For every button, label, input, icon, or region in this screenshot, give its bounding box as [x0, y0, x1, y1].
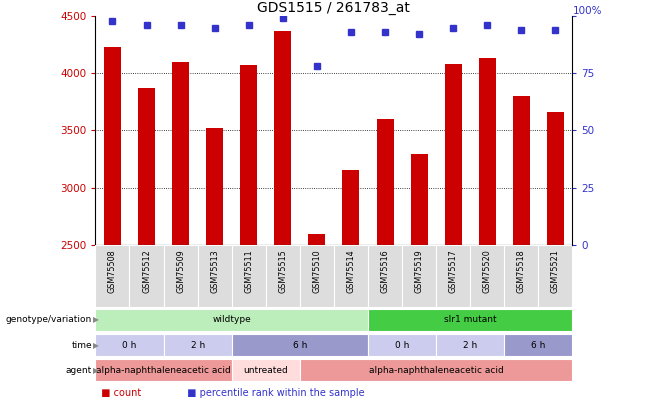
Bar	[368, 309, 572, 331]
Bar	[300, 359, 572, 382]
Bar	[547, 112, 564, 245]
Text: alpha-naphthaleneacetic acid: alpha-naphthaleneacetic acid	[368, 366, 503, 375]
Bar	[232, 245, 266, 307]
Text: ▶: ▶	[93, 315, 99, 324]
Bar	[436, 245, 470, 307]
Bar	[376, 119, 393, 245]
Text: GSM75515: GSM75515	[278, 249, 288, 293]
Text: time: time	[72, 341, 92, 350]
Text: ■ percentile rank within the sample: ■ percentile rank within the sample	[181, 388, 365, 398]
Title: GDS1515 / 261783_at: GDS1515 / 261783_at	[257, 1, 411, 15]
Text: GSM75512: GSM75512	[142, 249, 151, 293]
Bar	[95, 359, 232, 382]
Text: GSM75514: GSM75514	[347, 249, 355, 293]
Bar	[445, 64, 462, 245]
Text: GSM75513: GSM75513	[210, 249, 219, 293]
Text: 6 h: 6 h	[293, 341, 307, 350]
Bar	[95, 334, 164, 356]
Bar	[504, 245, 538, 307]
Text: wildtype: wildtype	[213, 315, 251, 324]
Text: agent: agent	[66, 366, 92, 375]
Text: alpha-naphthaleneacetic acid: alpha-naphthaleneacetic acid	[96, 366, 231, 375]
Bar	[130, 245, 164, 307]
Text: GSM75518: GSM75518	[517, 249, 526, 293]
Text: 2 h: 2 h	[463, 341, 477, 350]
Bar	[402, 245, 436, 307]
Text: genotype/variation: genotype/variation	[6, 315, 92, 324]
Bar	[232, 334, 368, 356]
Text: ■ count: ■ count	[95, 388, 141, 398]
Bar	[274, 31, 291, 245]
Bar	[368, 334, 436, 356]
Bar	[240, 65, 257, 245]
Bar	[95, 245, 130, 307]
Bar	[164, 245, 197, 307]
Bar	[368, 245, 402, 307]
Bar	[95, 309, 368, 331]
Bar	[206, 128, 223, 245]
Bar	[309, 234, 326, 245]
Bar	[300, 245, 334, 307]
Text: 0 h: 0 h	[122, 341, 137, 350]
Bar	[342, 171, 359, 245]
Bar	[266, 245, 300, 307]
Bar	[197, 245, 232, 307]
Text: GSM75516: GSM75516	[380, 249, 390, 293]
Text: GSM75511: GSM75511	[244, 249, 253, 293]
Text: GSM75520: GSM75520	[483, 249, 492, 293]
Bar	[232, 359, 300, 382]
Bar	[104, 47, 121, 245]
Text: 100%: 100%	[572, 6, 602, 16]
Bar	[479, 58, 495, 245]
Text: 6 h: 6 h	[531, 341, 545, 350]
Text: GSM75508: GSM75508	[108, 249, 117, 293]
Text: 0 h: 0 h	[395, 341, 409, 350]
Bar	[436, 334, 504, 356]
Bar	[138, 88, 155, 245]
Text: untreated: untreated	[243, 366, 288, 375]
Text: GSM75519: GSM75519	[415, 249, 424, 293]
Text: GSM75521: GSM75521	[551, 249, 560, 293]
Bar	[470, 245, 504, 307]
Text: 2 h: 2 h	[191, 341, 205, 350]
Text: slr1 mutant: slr1 mutant	[444, 315, 497, 324]
Bar	[164, 334, 232, 356]
Bar	[172, 62, 189, 245]
Text: GSM75517: GSM75517	[449, 249, 458, 293]
Bar	[334, 245, 368, 307]
Text: GSM75510: GSM75510	[313, 249, 321, 293]
Bar	[538, 245, 572, 307]
Bar	[513, 96, 530, 245]
Text: ▶: ▶	[93, 366, 99, 375]
Text: ▶: ▶	[93, 341, 99, 350]
Text: GSM75509: GSM75509	[176, 249, 185, 293]
Bar	[504, 334, 572, 356]
Bar	[411, 154, 428, 245]
